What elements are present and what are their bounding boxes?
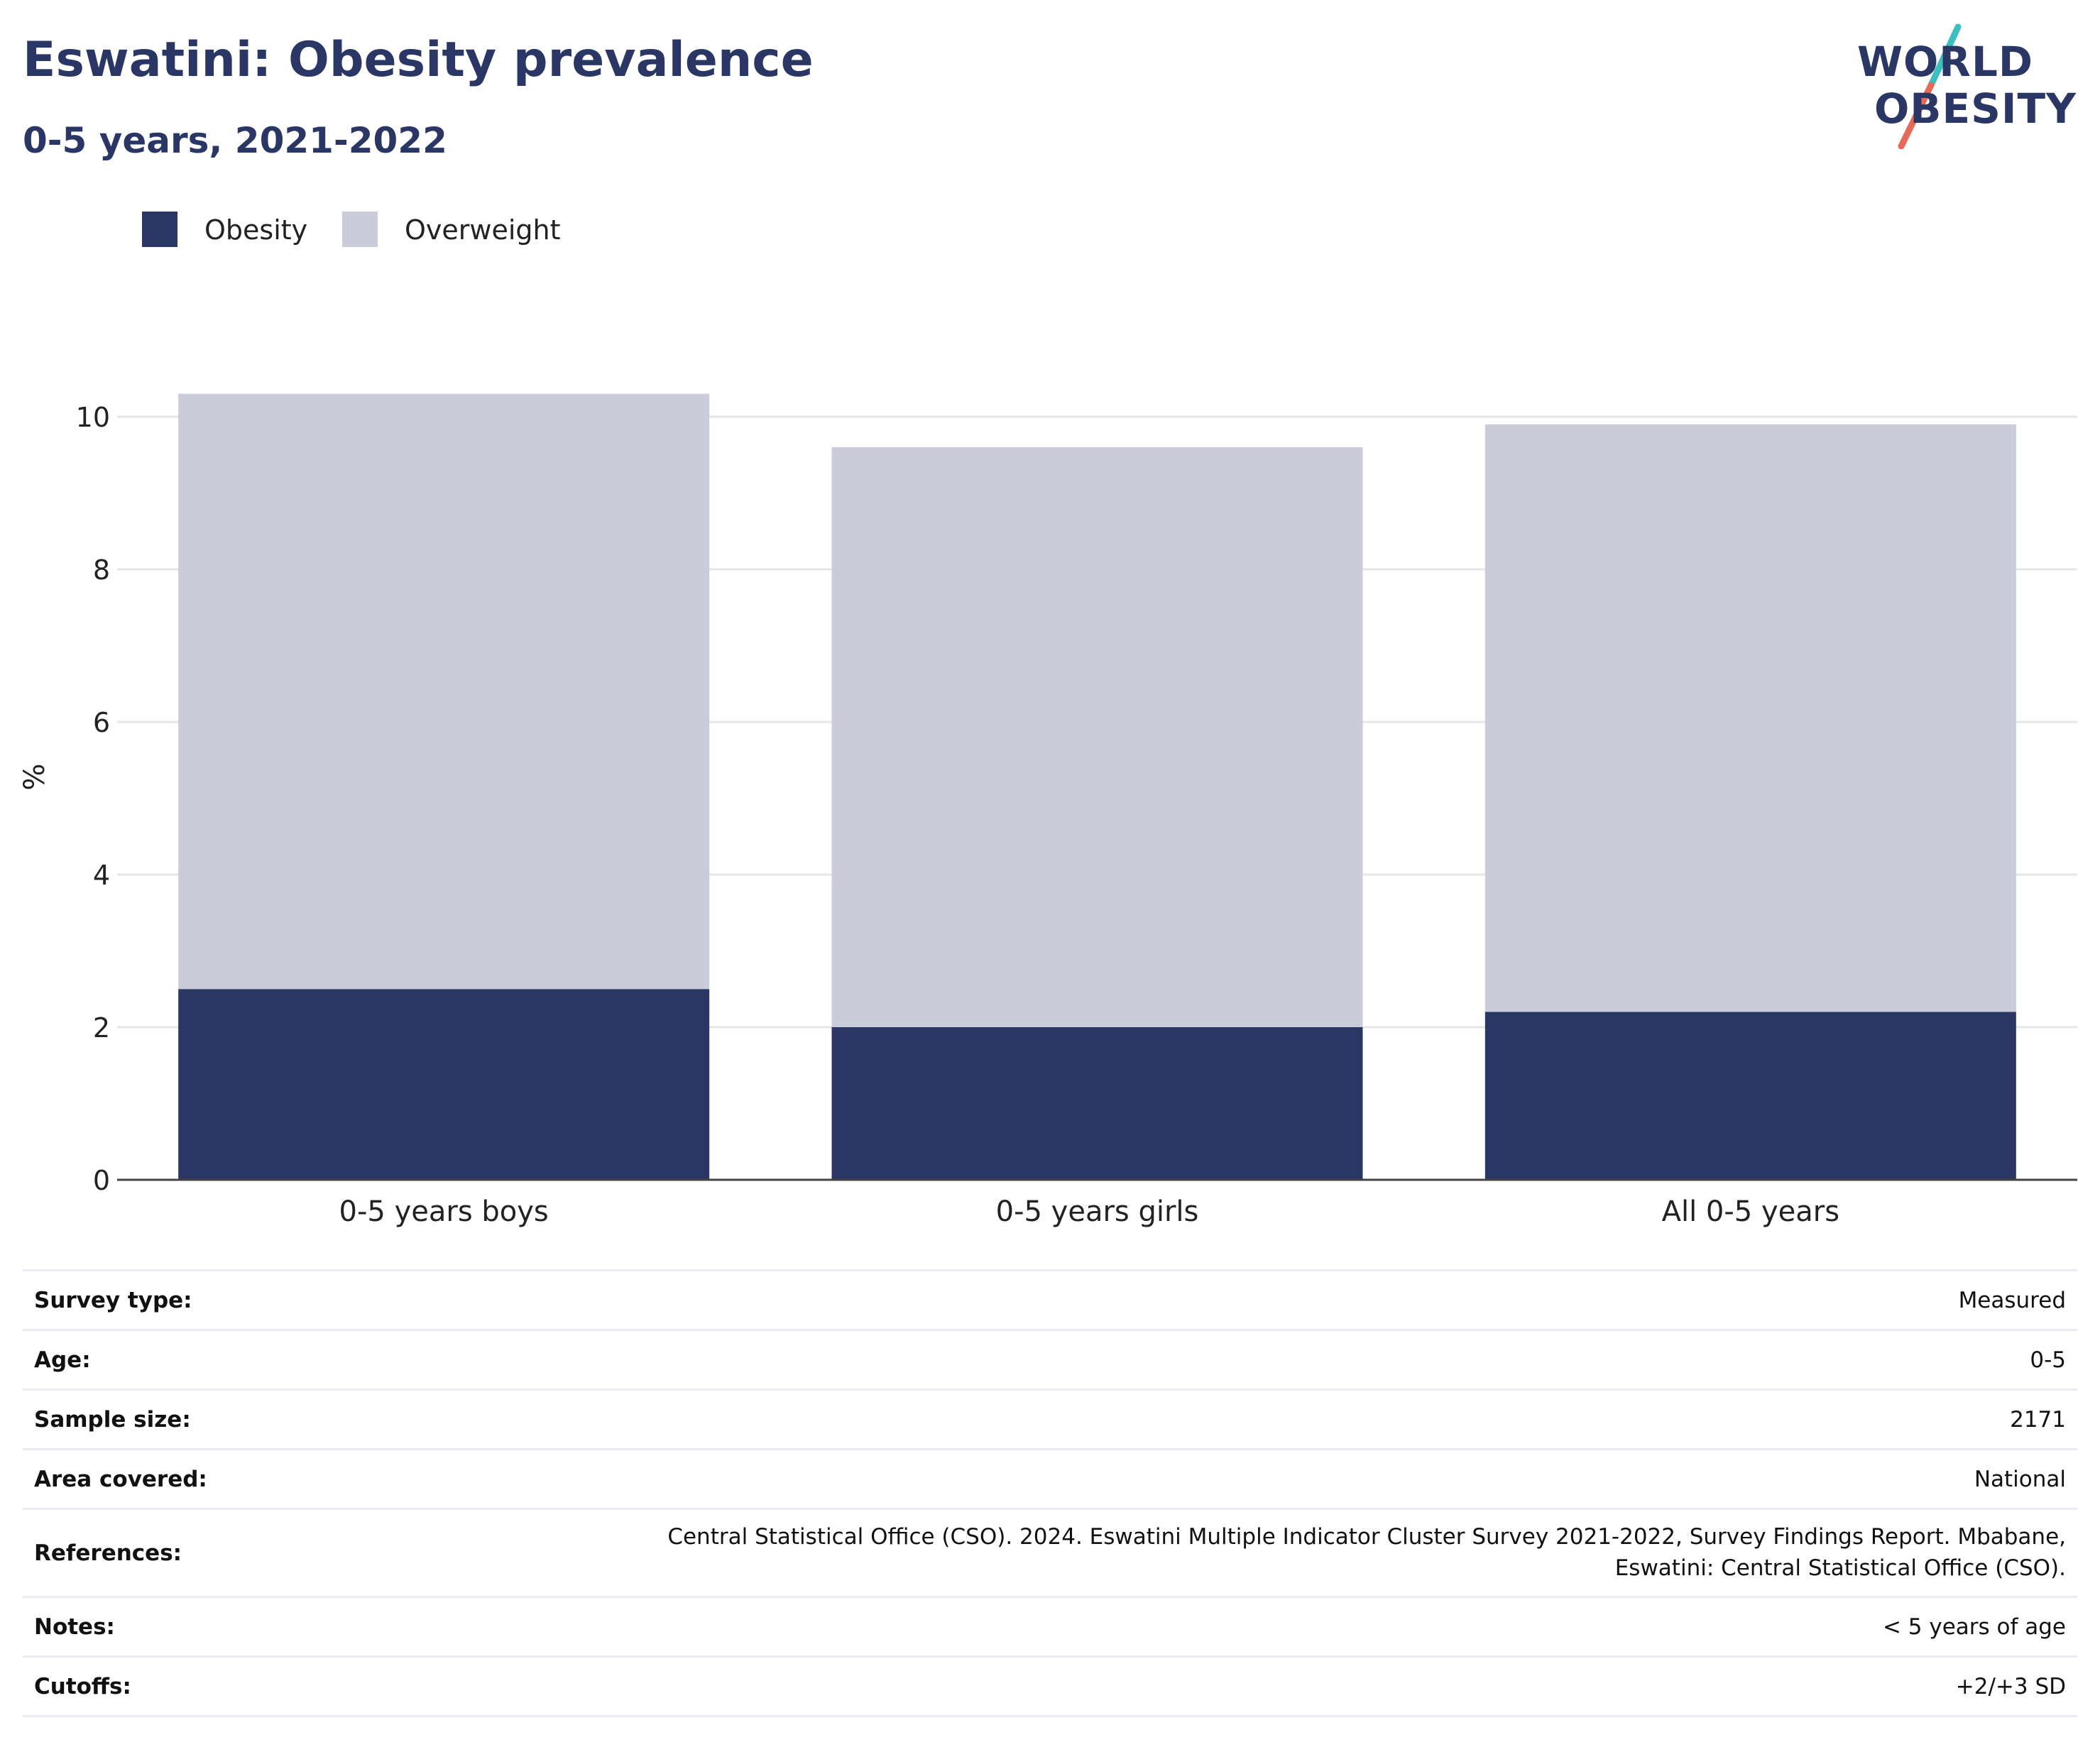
- table-row-age: Age: 0-5: [23, 1329, 2077, 1390]
- y-tick-label: 0: [93, 1165, 110, 1196]
- row-value: +2/+3 SD: [268, 1655, 2077, 1717]
- y-tick-label: 2: [93, 1012, 110, 1044]
- bar-obesity: [178, 989, 710, 1180]
- y-tick-label: 6: [93, 707, 110, 738]
- y-axis-label: %: [18, 763, 51, 790]
- x-tick-label: 0-5 years girls: [996, 1195, 1199, 1228]
- row-label: Notes:: [23, 1596, 268, 1657]
- row-label: References:: [23, 1508, 268, 1597]
- row-value: < 5 years of age: [268, 1596, 2077, 1657]
- x-tick-label: All 0-5 years: [1662, 1195, 1839, 1228]
- table-row-area-covered: Area covered: National: [23, 1448, 2077, 1509]
- world-obesity-logo: WORLD OBESITY: [1853, 21, 2087, 149]
- row-value: 2171: [268, 1389, 2077, 1450]
- chart-title: Eswatini: Obesity prevalence: [23, 32, 814, 88]
- x-tick-label: 0-5 years boys: [339, 1195, 549, 1228]
- table-row-cutoffs: Cutoffs: +2/+3 SD: [23, 1655, 2077, 1717]
- logo-slash-icon: [1898, 23, 1962, 149]
- row-value: National: [268, 1448, 2077, 1509]
- legend-label-overweight: Overweight: [405, 214, 561, 246]
- legend-label-obesity: Obesity: [204, 214, 308, 246]
- bar-obesity: [831, 1027, 1363, 1180]
- bar-overweight: [1484, 424, 2016, 1012]
- logo-word-world: WORLD: [1857, 38, 2034, 86]
- survey-info-table: Survey type: Measured Age: 0-5 Sample si…: [23, 1269, 2077, 1717]
- row-value: 0-5: [268, 1329, 2077, 1390]
- table-row-sample-size: Sample size: 2171: [23, 1389, 2077, 1450]
- row-label: Age:: [23, 1329, 268, 1390]
- row-value: Measured: [268, 1269, 2077, 1330]
- row-value: Central Statistical Office (CSO). 2024. …: [667, 1524, 2066, 1581]
- bar-overweight: [178, 393, 710, 990]
- table-row-survey-type: Survey type: Measured: [23, 1269, 2077, 1330]
- legend-swatch-overweight: [342, 212, 378, 247]
- bar-obesity: [1484, 1012, 2016, 1180]
- row-label: Area covered:: [23, 1448, 268, 1509]
- table-row-references: References: Central Statistical Office (…: [23, 1508, 2077, 1597]
- row-label: Survey type:: [23, 1269, 268, 1330]
- stacked-bar-chart: 0 2 4 6 8 10% 0-5 years boys 0-5 years girls All…: [18, 393, 2077, 1228]
- legend-swatch-obesity: [142, 212, 177, 247]
- table-row-notes: Notes: < 5 years of age: [23, 1596, 2077, 1657]
- y-tick-label: 10: [76, 402, 110, 433]
- y-tick-label: 8: [93, 554, 110, 586]
- chart-subtitle: 0-5 years, 2021-2022: [23, 120, 447, 161]
- row-label: Cutoffs:: [23, 1655, 268, 1717]
- y-tick-label: 4: [93, 860, 110, 891]
- logo-word-obesity: OBESITY: [1874, 84, 2077, 133]
- row-label: Sample size:: [23, 1389, 268, 1450]
- bar-overweight: [831, 447, 1363, 1027]
